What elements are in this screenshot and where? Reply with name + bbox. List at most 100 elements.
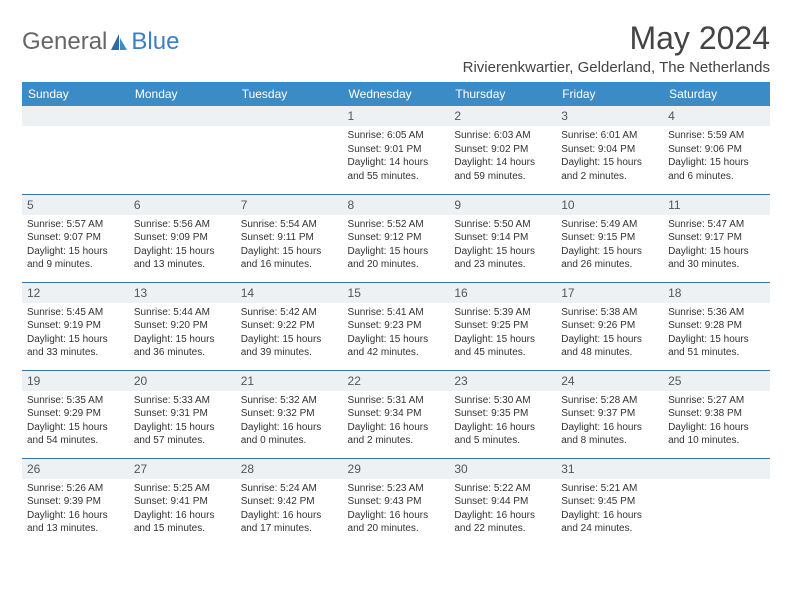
sunset-text: Sunset: 9:28 PM: [668, 319, 765, 333]
daylight-text: and 20 minutes.: [348, 522, 445, 536]
day-number: 3: [556, 106, 663, 126]
daylight-text: and 26 minutes.: [561, 258, 658, 272]
daylight-text: and 51 minutes.: [668, 346, 765, 360]
sunset-text: Sunset: 9:44 PM: [454, 495, 551, 509]
daylight-text: Daylight: 16 hours: [241, 509, 338, 523]
calendar-day-cell: 14Sunrise: 5:42 AMSunset: 9:22 PMDayligh…: [236, 282, 343, 370]
day-number: 13: [129, 283, 236, 303]
sunset-text: Sunset: 9:39 PM: [27, 495, 124, 509]
sunset-text: Sunset: 9:41 PM: [134, 495, 231, 509]
day-number: 25: [663, 371, 770, 391]
calendar-body: 1Sunrise: 6:05 AMSunset: 9:01 PMDaylight…: [22, 106, 770, 546]
sunrise-text: Sunrise: 5:39 AM: [454, 306, 551, 320]
daylight-text: and 45 minutes.: [454, 346, 551, 360]
daylight-text: and 9 minutes.: [27, 258, 124, 272]
daylight-text: and 5 minutes.: [454, 434, 551, 448]
calendar-day-cell: 4Sunrise: 5:59 AMSunset: 9:06 PMDaylight…: [663, 106, 770, 194]
daylight-text: and 6 minutes.: [668, 170, 765, 184]
day-number: 5: [22, 195, 129, 215]
daylight-text: Daylight: 15 hours: [454, 245, 551, 259]
sunset-text: Sunset: 9:29 PM: [27, 407, 124, 421]
day-number: 12: [22, 283, 129, 303]
day-number: 6: [129, 195, 236, 215]
calendar-day-cell: 5Sunrise: 5:57 AMSunset: 9:07 PMDaylight…: [22, 194, 129, 282]
sunset-text: Sunset: 9:25 PM: [454, 319, 551, 333]
day-number: 10: [556, 195, 663, 215]
brand-part2: Blue: [131, 28, 179, 56]
calendar-week-row: 5Sunrise: 5:57 AMSunset: 9:07 PMDaylight…: [22, 194, 770, 282]
weekday-header-row: SundayMondayTuesdayWednesdayThursdayFrid…: [22, 82, 770, 106]
calendar-day-cell: 16Sunrise: 5:39 AMSunset: 9:25 PMDayligh…: [449, 282, 556, 370]
daylight-text: and 13 minutes.: [134, 258, 231, 272]
sunrise-text: Sunrise: 5:28 AM: [561, 394, 658, 408]
daylight-text: and 8 minutes.: [561, 434, 658, 448]
sunset-text: Sunset: 9:43 PM: [348, 495, 445, 509]
weekday-header: Wednesday: [343, 82, 450, 106]
daylight-text: Daylight: 15 hours: [668, 245, 765, 259]
day-number: 20: [129, 371, 236, 391]
daylight-text: and 30 minutes.: [668, 258, 765, 272]
daylight-text: Daylight: 16 hours: [348, 421, 445, 435]
daylight-text: Daylight: 16 hours: [348, 509, 445, 523]
sunrise-text: Sunrise: 5:54 AM: [241, 218, 338, 232]
day-number-empty: [663, 459, 770, 479]
calendar-week-row: 26Sunrise: 5:26 AMSunset: 9:39 PMDayligh…: [22, 458, 770, 546]
sail-icon: [109, 32, 129, 52]
sunset-text: Sunset: 9:04 PM: [561, 143, 658, 157]
sunset-text: Sunset: 9:42 PM: [241, 495, 338, 509]
weekday-header: Saturday: [663, 82, 770, 106]
sunset-text: Sunset: 9:17 PM: [668, 231, 765, 245]
sunrise-text: Sunrise: 5:35 AM: [27, 394, 124, 408]
sunset-text: Sunset: 9:35 PM: [454, 407, 551, 421]
day-number: 9: [449, 195, 556, 215]
sunrise-text: Sunrise: 5:38 AM: [561, 306, 658, 320]
daylight-text: and 39 minutes.: [241, 346, 338, 360]
daylight-text: and 0 minutes.: [241, 434, 338, 448]
sunrise-text: Sunrise: 5:36 AM: [668, 306, 765, 320]
calendar-day-cell: 28Sunrise: 5:24 AMSunset: 9:42 PMDayligh…: [236, 458, 343, 546]
calendar-day-cell: 17Sunrise: 5:38 AMSunset: 9:26 PMDayligh…: [556, 282, 663, 370]
daylight-text: Daylight: 16 hours: [241, 421, 338, 435]
calendar-day-cell: 26Sunrise: 5:26 AMSunset: 9:39 PMDayligh…: [22, 458, 129, 546]
calendar-day-cell: 25Sunrise: 5:27 AMSunset: 9:38 PMDayligh…: [663, 370, 770, 458]
location-label: Rivierenkwartier, Gelderland, The Nether…: [463, 59, 770, 76]
sunrise-text: Sunrise: 5:21 AM: [561, 482, 658, 496]
weekday-header: Monday: [129, 82, 236, 106]
calendar-day-cell: 1Sunrise: 6:05 AMSunset: 9:01 PMDaylight…: [343, 106, 450, 194]
sunrise-text: Sunrise: 5:47 AM: [668, 218, 765, 232]
daylight-text: Daylight: 14 hours: [348, 156, 445, 170]
daylight-text: Daylight: 15 hours: [134, 333, 231, 347]
sunset-text: Sunset: 9:09 PM: [134, 231, 231, 245]
day-number: 18: [663, 283, 770, 303]
day-number: 4: [663, 106, 770, 126]
day-number: 27: [129, 459, 236, 479]
day-number: 15: [343, 283, 450, 303]
sunset-text: Sunset: 9:31 PM: [134, 407, 231, 421]
day-number: 8: [343, 195, 450, 215]
sunrise-text: Sunrise: 5:42 AM: [241, 306, 338, 320]
calendar-day-cell: 30Sunrise: 5:22 AMSunset: 9:44 PMDayligh…: [449, 458, 556, 546]
day-number: 17: [556, 283, 663, 303]
weekday-header: Sunday: [22, 82, 129, 106]
daylight-text: and 57 minutes.: [134, 434, 231, 448]
weekday-header: Tuesday: [236, 82, 343, 106]
daylight-text: Daylight: 15 hours: [561, 333, 658, 347]
daylight-text: and 42 minutes.: [348, 346, 445, 360]
sunrise-text: Sunrise: 5:52 AM: [348, 218, 445, 232]
weekday-header: Friday: [556, 82, 663, 106]
sunrise-text: Sunrise: 6:05 AM: [348, 129, 445, 143]
day-number: 31: [556, 459, 663, 479]
day-number: 19: [22, 371, 129, 391]
calendar-day-cell: [663, 458, 770, 546]
sunset-text: Sunset: 9:07 PM: [27, 231, 124, 245]
daylight-text: Daylight: 15 hours: [27, 245, 124, 259]
daylight-text: and 17 minutes.: [241, 522, 338, 536]
sunrise-text: Sunrise: 6:03 AM: [454, 129, 551, 143]
brand-part1: General: [22, 28, 107, 56]
sunset-text: Sunset: 9:02 PM: [454, 143, 551, 157]
sunrise-text: Sunrise: 5:49 AM: [561, 218, 658, 232]
sunset-text: Sunset: 9:11 PM: [241, 231, 338, 245]
day-number: 21: [236, 371, 343, 391]
day-number: 2: [449, 106, 556, 126]
daylight-text: Daylight: 15 hours: [134, 421, 231, 435]
